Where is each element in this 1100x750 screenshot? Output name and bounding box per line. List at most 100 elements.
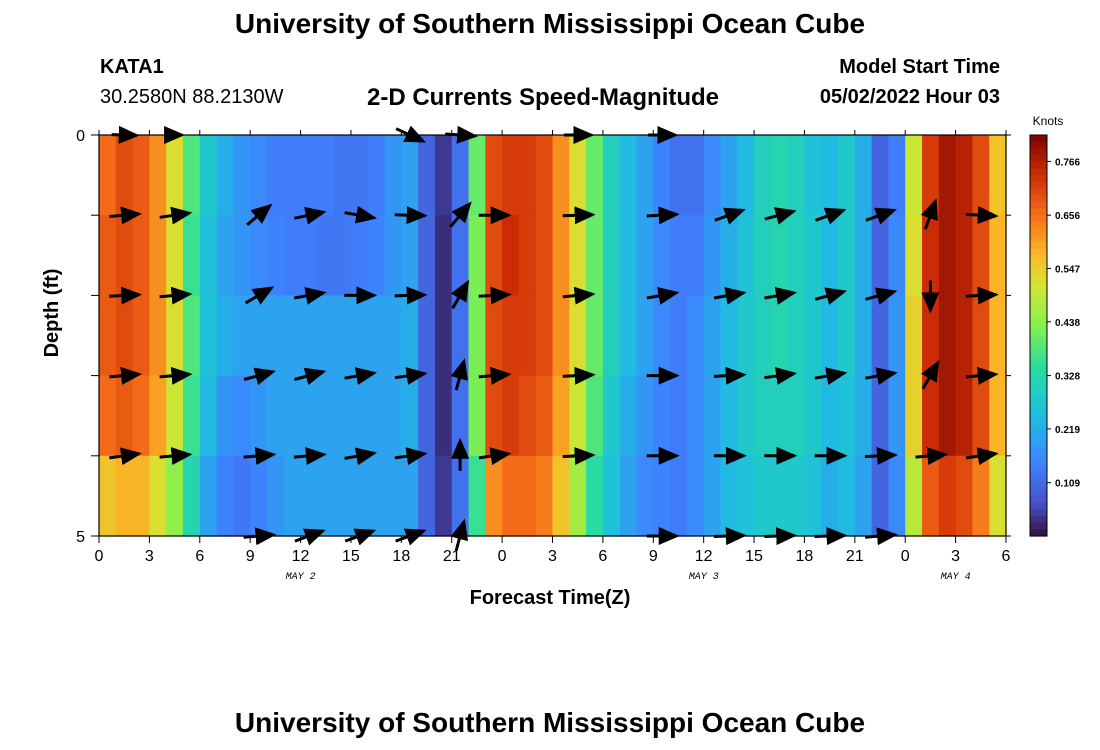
- date-label: MAY 3: [689, 572, 719, 583]
- current-arrow: [920, 198, 938, 230]
- colorbar-segment: [1030, 402, 1047, 410]
- colorbar-segment: [1030, 335, 1047, 343]
- heatmap-cell: [250, 135, 268, 216]
- heatmap-cell: [787, 215, 806, 296]
- heatmap-cell: [401, 375, 419, 457]
- colorbar-segment: [1030, 489, 1047, 497]
- heatmap-cell: [350, 295, 369, 377]
- heatmap-cell: [754, 215, 772, 296]
- heatmap-cell: [451, 135, 470, 216]
- heatmap-cell: [703, 215, 722, 296]
- current-arrow: [344, 367, 378, 385]
- heatmap-cell: [972, 375, 990, 457]
- heatmap-cell: [569, 375, 587, 457]
- heatmap-cell: [502, 215, 520, 296]
- colorbar-segment: [1030, 161, 1047, 170]
- heatmap-cell: [216, 215, 234, 296]
- colorbar-segment: [1030, 235, 1047, 243]
- heatmap-cell: [670, 215, 688, 296]
- heatmap-cell: [720, 375, 738, 457]
- heatmap-cell: [619, 295, 638, 377]
- current-arrow: [764, 207, 797, 225]
- colorbar-tick-label: 0.109: [1055, 479, 1080, 490]
- heatmap-cell: [350, 135, 369, 216]
- heatmap-cell: [854, 135, 873, 216]
- heatmap-cell: [737, 455, 755, 537]
- heatmap-cell: [502, 135, 520, 216]
- heatmap-cell: [905, 455, 923, 537]
- current-arrow: [865, 287, 898, 305]
- heatmap-cell: [334, 455, 352, 537]
- heatmap-cell: [115, 295, 134, 377]
- heatmap-cell: [334, 375, 352, 457]
- heatmap-cell: [250, 215, 268, 296]
- colorbar-segment: [1030, 135, 1047, 143]
- heatmap-cell: [838, 455, 856, 537]
- colorbar-segment: [1030, 382, 1047, 390]
- heatmap-cell: [619, 215, 638, 296]
- heatmap-cell: [283, 455, 302, 537]
- heatmap-cell: [182, 455, 201, 537]
- station-id: KATA1: [100, 56, 164, 78]
- heatmap-cell: [955, 135, 974, 216]
- x-tick-label: 9: [649, 548, 658, 565]
- heatmap-cell: [770, 375, 789, 457]
- heatmap-cell: [922, 215, 940, 296]
- colorbar-segment: [1030, 502, 1047, 510]
- heatmap-cell: [149, 375, 167, 457]
- heatmap-cell: [115, 215, 134, 296]
- current-arrow: [109, 447, 142, 466]
- heatmap-cell: [552, 375, 570, 457]
- colorbar-segment: [1030, 195, 1047, 203]
- heatmap-cell: [602, 295, 621, 377]
- heatmap-cell: [888, 135, 906, 216]
- heatmap-cell: [686, 135, 705, 216]
- colorbar-segment: [1030, 181, 1047, 190]
- colorbar: Knots 0.766 0.656 0.547 0.438 0.328 0.219 0.109: [1029, 114, 1080, 537]
- heatmap-cell: [854, 375, 873, 457]
- heatmap-cell: [905, 135, 923, 216]
- heatmap-cell: [888, 455, 906, 537]
- colorbar-segment: [1030, 261, 1047, 270]
- colorbar-tick-label: 0.219: [1055, 425, 1080, 436]
- heatmap-cell: [905, 215, 923, 296]
- heatmap-cell: [485, 455, 503, 537]
- colorbar-segment: [1030, 348, 1047, 357]
- chart-subtitle: 2-D Currents Speed-Magnitude: [367, 84, 720, 111]
- current-arrow: [159, 286, 193, 305]
- heatmap-cell: [770, 215, 789, 296]
- heatmap-cell: [602, 135, 621, 216]
- current-arrow: [714, 207, 746, 225]
- heatmap-cell: [720, 215, 738, 296]
- current-arrow: [965, 447, 999, 466]
- heatmap-cell: [367, 135, 386, 216]
- heatmap-cell: [250, 455, 268, 537]
- heatmap-cell: [905, 375, 923, 457]
- colorbar-segment: [1030, 275, 1047, 283]
- x-tick-label: 6: [195, 548, 204, 565]
- current-arrow: [109, 206, 143, 225]
- x-tick-label: 21: [846, 548, 864, 565]
- heatmap-cell: [770, 295, 789, 377]
- heatmap-cell: [670, 295, 688, 377]
- heatmap-cell: [250, 375, 268, 457]
- heatmap-cell: [468, 135, 486, 216]
- heatmap-cell: [283, 295, 302, 377]
- heatmap-cell: [132, 455, 150, 537]
- heatmap-cell: [99, 375, 117, 457]
- heatmap-cell: [166, 215, 184, 296]
- colorbar-segment: [1030, 429, 1047, 437]
- heatmap-cell: [350, 215, 369, 296]
- heatmap-cell: [317, 375, 335, 457]
- heatmap-cell: [821, 295, 839, 377]
- heatmap-cell: [737, 375, 755, 457]
- heatmap-cell: [350, 455, 369, 537]
- heatmap-cell: [451, 215, 470, 296]
- heatmap-cell: [384, 135, 402, 216]
- heatmap-cell: [485, 135, 503, 216]
- heatmap-cell: [686, 295, 705, 377]
- x-tick-label: 0: [901, 548, 910, 565]
- model-start-value: 05/02/2022 Hour 03: [819, 86, 1000, 108]
- current-arrow: [865, 367, 898, 385]
- colorbar-segment: [1030, 449, 1047, 457]
